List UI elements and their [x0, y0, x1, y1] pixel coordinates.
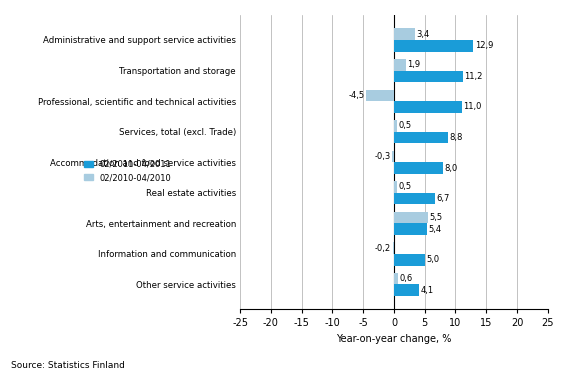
Text: 8,8: 8,8	[450, 133, 463, 142]
Text: -0,3: -0,3	[374, 152, 390, 161]
Bar	[394, 254, 424, 266]
Text: 5,4: 5,4	[428, 225, 442, 234]
Bar	[394, 59, 406, 71]
Bar	[394, 212, 428, 223]
Bar	[394, 101, 461, 113]
Text: 1,9: 1,9	[407, 60, 420, 69]
Text: 3,4: 3,4	[417, 30, 430, 39]
Text: -0,2: -0,2	[375, 243, 391, 252]
Legend: 02/2011-04/2011, 02/2010-04/2010: 02/2011-04/2011, 02/2010-04/2010	[84, 160, 171, 182]
Bar	[392, 151, 394, 162]
Text: 0,5: 0,5	[398, 122, 412, 131]
Text: -4,5: -4,5	[349, 91, 365, 100]
Bar	[366, 89, 394, 101]
Bar	[394, 285, 419, 296]
Bar	[394, 223, 427, 235]
Bar	[394, 40, 473, 52]
Bar	[394, 71, 463, 82]
Text: 5,5: 5,5	[430, 213, 443, 222]
Bar	[394, 162, 443, 174]
Text: 8,0: 8,0	[445, 163, 458, 172]
X-axis label: Year-on-year change, %: Year-on-year change, %	[336, 334, 452, 344]
Bar	[394, 181, 397, 193]
Bar	[394, 120, 397, 132]
Bar	[394, 273, 398, 285]
Text: 0,6: 0,6	[399, 274, 413, 283]
Text: 11,2: 11,2	[464, 72, 483, 81]
Bar	[394, 28, 415, 40]
Text: Source: Statistics Finland: Source: Statistics Finland	[11, 361, 125, 370]
Text: 11,0: 11,0	[463, 102, 481, 111]
Bar	[393, 242, 394, 254]
Bar	[394, 132, 448, 143]
Text: 4,1: 4,1	[420, 286, 434, 295]
Text: 0,5: 0,5	[398, 183, 412, 191]
Text: 12,9: 12,9	[475, 41, 493, 50]
Text: 5,0: 5,0	[426, 255, 439, 264]
Text: 6,7: 6,7	[436, 194, 450, 203]
Bar	[394, 193, 435, 205]
